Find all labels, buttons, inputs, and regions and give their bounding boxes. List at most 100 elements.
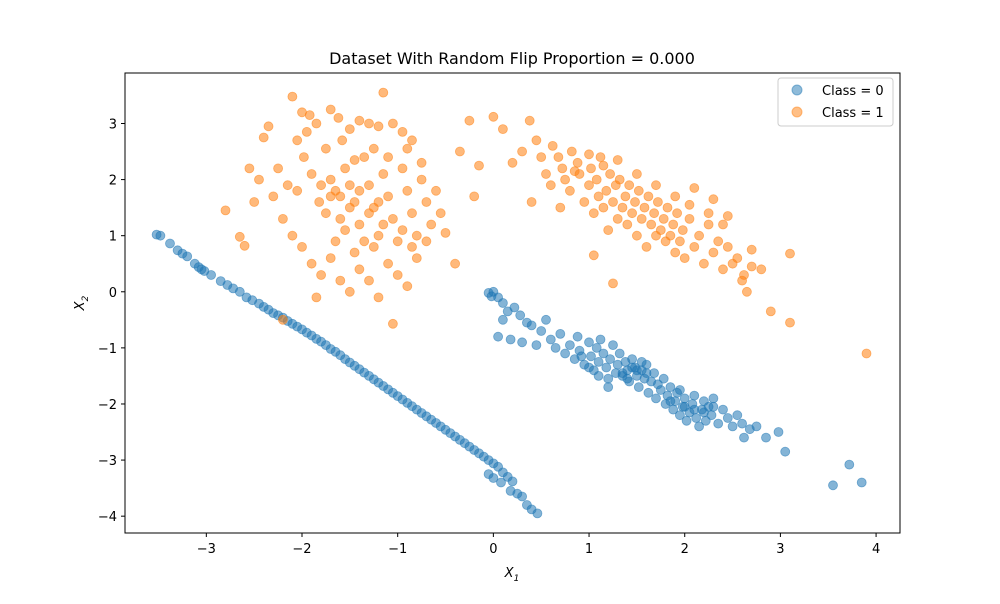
data-point xyxy=(364,208,374,219)
data-point xyxy=(349,155,360,165)
x-tick-label: 2 xyxy=(681,542,689,557)
data-point xyxy=(411,253,422,264)
data-point xyxy=(337,135,348,146)
data-point xyxy=(182,251,193,262)
data-point xyxy=(828,480,838,491)
x-tick-label: −1 xyxy=(388,542,407,557)
data-point xyxy=(507,476,518,487)
data-point xyxy=(287,91,298,102)
data-point xyxy=(617,202,628,213)
data-point xyxy=(335,191,346,202)
data-point xyxy=(397,225,408,236)
data-point xyxy=(608,278,618,289)
data-point xyxy=(378,87,389,98)
data-point xyxy=(576,351,587,362)
data-point xyxy=(344,180,355,191)
data-point xyxy=(586,351,596,362)
data-point xyxy=(773,427,784,437)
data-point xyxy=(298,152,309,163)
series-class-0 xyxy=(151,229,867,519)
data-point xyxy=(565,340,575,351)
data-point xyxy=(861,348,872,359)
data-point xyxy=(601,362,612,373)
data-point xyxy=(655,385,666,395)
data-point xyxy=(258,132,269,143)
data-point xyxy=(387,118,398,129)
y-tick-label: 0 xyxy=(109,286,117,301)
data-point xyxy=(785,248,795,259)
data-point xyxy=(761,432,771,443)
data-point xyxy=(387,213,398,224)
data-point xyxy=(633,382,644,393)
data-point xyxy=(407,135,417,146)
data-point xyxy=(220,205,231,216)
data-point xyxy=(320,208,331,219)
data-point xyxy=(598,348,609,359)
data-point xyxy=(524,115,535,126)
data-point xyxy=(591,174,602,185)
data-point xyxy=(411,230,422,241)
data-point xyxy=(651,393,661,404)
data-point xyxy=(507,157,518,168)
data-point xyxy=(668,219,679,230)
data-point xyxy=(249,197,260,207)
data-point xyxy=(402,143,413,154)
data-point xyxy=(497,314,508,325)
series-class-1 xyxy=(220,87,872,359)
points-layer xyxy=(151,87,872,519)
data-point xyxy=(785,317,795,328)
data-point xyxy=(584,180,594,191)
data-point xyxy=(856,477,867,488)
data-point xyxy=(572,331,583,342)
data-point xyxy=(557,163,568,174)
x-axis-label: X1 xyxy=(504,566,520,584)
data-point xyxy=(746,261,757,272)
data-point xyxy=(359,152,370,163)
data-point xyxy=(718,219,728,230)
data-point xyxy=(572,157,583,168)
data-point xyxy=(206,270,217,280)
data-point xyxy=(633,185,644,196)
data-point xyxy=(598,202,609,213)
data-point xyxy=(718,404,728,415)
data-point xyxy=(497,298,508,308)
data-point xyxy=(722,211,733,221)
data-point xyxy=(402,281,413,292)
data-point xyxy=(435,208,446,219)
data-point xyxy=(509,302,520,313)
data-point xyxy=(679,253,690,264)
data-point xyxy=(373,230,384,241)
data-point xyxy=(595,334,606,345)
legend-marker-class-1 xyxy=(791,106,803,118)
data-point xyxy=(545,334,556,345)
data-point xyxy=(421,236,432,247)
data-point xyxy=(624,180,635,191)
data-point xyxy=(555,202,566,213)
data-point xyxy=(708,247,719,258)
data-point xyxy=(780,446,791,457)
data-point xyxy=(612,213,623,224)
data-point xyxy=(665,382,676,393)
data-point xyxy=(532,508,543,519)
data-point xyxy=(732,410,743,421)
data-point xyxy=(268,191,279,202)
data-point xyxy=(586,163,596,174)
data-point xyxy=(304,110,315,120)
data-point xyxy=(373,292,384,303)
data-point xyxy=(565,185,575,196)
y-tick-label: 2 xyxy=(109,174,117,189)
data-point xyxy=(641,241,652,252)
data-point xyxy=(643,191,654,202)
data-point xyxy=(234,231,245,242)
data-point xyxy=(632,365,642,376)
data-point xyxy=(392,270,403,280)
x-axis-label-subscript: 1 xyxy=(514,574,520,584)
data-point xyxy=(670,247,681,258)
data-point xyxy=(373,197,384,207)
data-point xyxy=(383,258,394,269)
data-point xyxy=(541,314,551,325)
data-point xyxy=(531,135,542,146)
data-point xyxy=(646,219,657,230)
data-point xyxy=(407,241,417,252)
data-point xyxy=(493,331,504,342)
